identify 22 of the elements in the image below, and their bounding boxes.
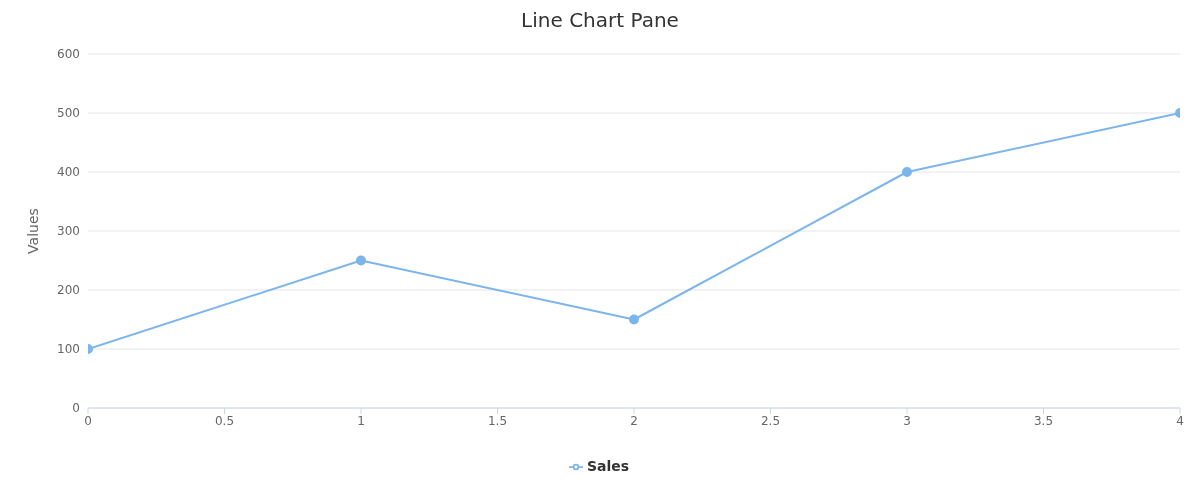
x-tick-label: 4 [1176, 413, 1184, 428]
y-tick-label: 0 [72, 401, 80, 416]
x-tick-label: 0.5 [214, 413, 235, 428]
y-axis-title: Values [24, 208, 41, 254]
chart-title: Line Chart Pane [520, 8, 680, 34]
x-tick-label: 1.5 [487, 413, 508, 428]
x-tick-label: 2 [630, 413, 638, 428]
y-tick-label: 200 [57, 283, 80, 298]
point [902, 167, 912, 177]
legend-label: Sales [586, 458, 630, 474]
y-tick-label: 100 [57, 342, 80, 357]
x-tick-label: 1 [357, 413, 365, 428]
x-tick-label: 2.5 [760, 413, 781, 428]
point [356, 255, 366, 266]
y-tick-label: 300 [57, 224, 80, 239]
y-tick-label: 500 [57, 106, 80, 121]
x-tick-label: 0 [84, 413, 92, 428]
x-tick-label: 3.5 [1033, 413, 1054, 428]
y-tick-label: 400 [57, 165, 80, 180]
x-tick-label: 3 [903, 413, 911, 428]
point [629, 314, 639, 325]
y-tick-label: 600 [57, 47, 80, 62]
